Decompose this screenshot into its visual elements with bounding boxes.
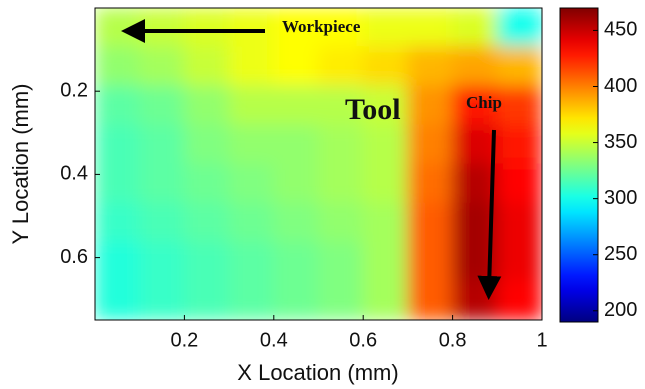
heat-cell (184, 164, 230, 204)
heat-cell (95, 124, 141, 164)
x-tick-label: 0.2 (170, 329, 198, 351)
colorbar-tick-label: 250 (604, 243, 637, 265)
heat-cell (407, 164, 453, 204)
heat-cell (318, 203, 364, 243)
heat-cell (273, 46, 319, 86)
heat-cell (139, 164, 185, 204)
colorbar-tick-label: 350 (604, 131, 637, 153)
heat-cell (452, 8, 498, 48)
heat-cell (497, 203, 543, 243)
heat-cell (229, 241, 275, 281)
annotation: Workpiece (282, 17, 361, 36)
heat-cell (407, 241, 453, 281)
heat-cell (318, 124, 364, 164)
x-tick-label: 0.8 (439, 329, 467, 351)
heat-cell (407, 85, 453, 125)
heat-cell (318, 241, 364, 281)
heat-cell (184, 124, 230, 164)
heat-cell (318, 164, 364, 204)
heat-cell (407, 46, 453, 86)
heat-cell (363, 203, 409, 243)
heat-cell (363, 164, 409, 204)
annotation: Chip (466, 93, 502, 112)
y-tick-label: 0.6 (60, 246, 88, 268)
heat-cell (229, 85, 275, 125)
heat-cell (139, 280, 185, 320)
heat-cell (139, 85, 185, 125)
heat-cell (229, 124, 275, 164)
colorbar-tick-label: 300 (604, 187, 637, 209)
heat-cell (184, 241, 230, 281)
heat-cell (229, 203, 275, 243)
heat-cell (363, 46, 409, 86)
y-tick-label: 0.2 (60, 79, 88, 101)
heat-cell (95, 164, 141, 204)
heat-cell (452, 46, 498, 86)
annotation: Tool (345, 93, 401, 126)
heat-cell (273, 203, 319, 243)
colorbar-tick-label: 450 (604, 19, 637, 41)
heat-cell (229, 280, 275, 320)
x-tick-label: 0.6 (349, 329, 377, 351)
heat-cell (95, 85, 141, 125)
heat-cell (139, 8, 185, 48)
heat-cell (184, 85, 230, 125)
x-axis-label: X Location (mm) (237, 360, 398, 385)
heat-cell (95, 203, 141, 243)
heat-cell (497, 280, 543, 320)
heat-cell (273, 124, 319, 164)
colorbar-tick-label: 200 (604, 299, 637, 321)
chart: Workpiece Tool Chip X Location (mm) Y Lo… (0, 0, 645, 389)
heat-cell (95, 280, 141, 320)
heat-cell (363, 241, 409, 281)
heat-cell (184, 8, 230, 48)
heat-cell (497, 8, 543, 48)
x-tick-label: 1 (536, 329, 547, 351)
heat-cell (497, 241, 543, 281)
heat-cell (95, 46, 141, 86)
heat-cell (407, 8, 453, 48)
heat-cell (407, 203, 453, 243)
heat-cell (139, 46, 185, 86)
heat-cell (229, 46, 275, 86)
heat-cell (363, 280, 409, 320)
heat-cell (318, 46, 364, 86)
heatmap (95, 8, 543, 321)
heat-cell (318, 280, 364, 320)
heat-cell (95, 241, 141, 281)
heat-cell (273, 241, 319, 281)
heat-cell (497, 46, 543, 86)
heat-cell (139, 124, 185, 164)
heat-cell (184, 203, 230, 243)
heat-cell (184, 46, 230, 86)
heat-cell (229, 164, 275, 204)
heat-cell (95, 8, 141, 48)
heat-cell (139, 241, 185, 281)
heat-cell (497, 164, 543, 204)
heat-cell (452, 124, 498, 164)
heat-cell (497, 85, 543, 125)
heat-cell (273, 164, 319, 204)
heat-cell (229, 8, 275, 48)
colorbar-tick-label: 400 (604, 75, 637, 97)
y-tick-label: 0.4 (60, 163, 88, 185)
y-axis-label: Y Location (mm) (8, 84, 33, 245)
heat-cell (407, 280, 453, 320)
heat-cell (407, 124, 453, 164)
heat-cell (139, 203, 185, 243)
colorbar (560, 8, 598, 322)
heat-cell (363, 8, 409, 48)
heat-cell (273, 280, 319, 320)
heat-cell (497, 124, 543, 164)
heat-cell (363, 124, 409, 164)
heat-cell (273, 85, 319, 125)
heat-cell (184, 280, 230, 320)
x-tick-label: 0.4 (260, 329, 288, 351)
